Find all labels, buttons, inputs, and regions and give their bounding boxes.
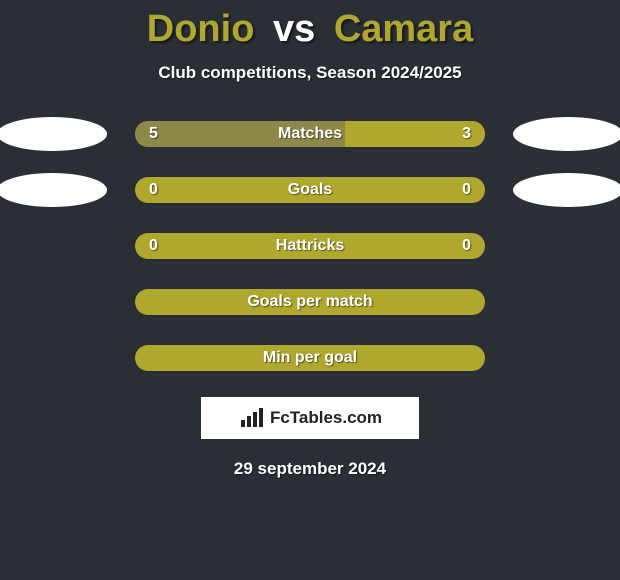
- stat-label: Goals per match: [247, 293, 372, 311]
- player1-name: Donio: [147, 8, 255, 50]
- stat-row: Goals per match: [0, 285, 620, 319]
- stat-right-value: 0: [462, 237, 471, 255]
- stat-row: 0 Hattricks 0: [0, 229, 620, 263]
- stat-left-value: 0: [149, 181, 158, 199]
- player2-avatar-ellipse: [513, 173, 620, 207]
- comparison-card: Donio vs Camara Club competitions, Seaso…: [0, 0, 620, 479]
- stat-label: Hattricks: [276, 237, 344, 255]
- player1-avatar-ellipse: [0, 117, 107, 151]
- stat-left-value: 0: [149, 237, 158, 255]
- stat-bar: Goals per match: [135, 289, 485, 315]
- stat-right-value: 3: [462, 125, 471, 143]
- stat-bar: 0 Hattricks 0: [135, 233, 485, 259]
- stat-label: Matches: [278, 125, 342, 143]
- player2-avatar-ellipse: [513, 117, 620, 151]
- title: Donio vs Camara: [0, 0, 620, 51]
- stat-left-value: 5: [149, 125, 158, 143]
- stat-label: Goals: [288, 181, 332, 199]
- date-text: 29 september 2024: [0, 459, 620, 479]
- player2-name: Camara: [334, 8, 473, 50]
- player1-avatar-ellipse: [0, 173, 107, 207]
- stat-bar: 5 Matches 3: [135, 121, 485, 147]
- stat-row: 0 Goals 0: [0, 173, 620, 207]
- stats-rows: 5 Matches 3 0 Goals 0 0 Hattricks 0 Goals per mat…: [0, 117, 620, 375]
- stat-label: Min per goal: [263, 349, 357, 367]
- stat-bar: 0 Goals 0: [135, 177, 485, 203]
- vs-text: vs: [273, 8, 315, 50]
- stat-right-value: 0: [462, 181, 471, 199]
- subtitle: Club competitions, Season 2024/2025: [0, 63, 620, 83]
- stat-row: 5 Matches 3: [0, 117, 620, 151]
- logo-text: FcTables.com: [270, 408, 382, 428]
- stat-row: Min per goal: [0, 341, 620, 375]
- logo-box: FcTables.com: [201, 397, 419, 439]
- stat-bar: Min per goal: [135, 345, 485, 371]
- bar-chart-icon: [238, 406, 268, 430]
